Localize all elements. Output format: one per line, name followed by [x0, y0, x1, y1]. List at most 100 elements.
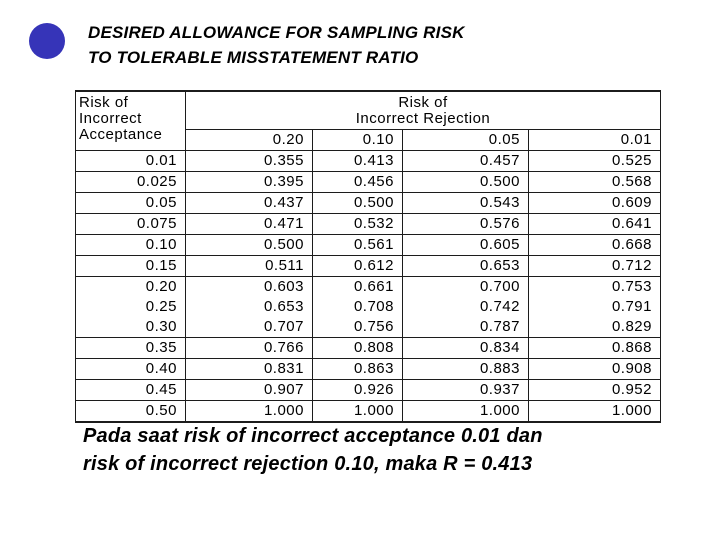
ratio-cell: 0.808	[312, 337, 403, 359]
ratio-cell: 1.000	[402, 400, 529, 423]
slide-title: DESIRED ALLOWANCE FOR SAMPLING RISK TO TO…	[88, 20, 668, 70]
acceptance-cell: 0.10	[75, 234, 186, 256]
col-header-001: 0.01	[528, 129, 661, 151]
acceptance-cell: 0.30	[75, 317, 186, 338]
group-header-row: Risk of Incorrect Acceptance Risk of Incorr…	[75, 91, 661, 151]
ratio-cell: 0.653	[402, 255, 529, 277]
table-body: 0.01 0.355 0.413 0.457 0.525 0.025 0.395 0.456 0…	[75, 150, 661, 423]
ratio-cell: 0.831	[185, 358, 313, 380]
ratio-cell: 0.543	[402, 192, 529, 214]
ratio-cell: 0.907	[185, 379, 313, 401]
title-line-2: TO TOLERABLE MISSTATEMENT RATIO	[88, 48, 419, 67]
ratio-cell: 0.653	[185, 297, 313, 317]
ratio-cell: 0.500	[185, 234, 313, 256]
ratio-cell: 0.787	[402, 317, 529, 338]
ratio-cell: 0.829	[528, 317, 661, 338]
table-row: 0.35 0.766 0.808 0.834 0.868	[75, 337, 661, 359]
row-header-line-3: Acceptance	[79, 126, 163, 143]
ratio-cell: 0.708	[312, 297, 403, 317]
ratio-cell: 0.742	[402, 297, 529, 317]
ratio-cell: 0.612	[312, 255, 403, 277]
acceptance-cell: 0.05	[75, 192, 186, 214]
ratio-cell: 0.605	[402, 234, 529, 256]
acceptance-cell: 0.01	[75, 150, 186, 172]
ratio-cell: 0.661	[312, 276, 403, 297]
col-header-005: 0.05	[402, 129, 529, 151]
table-row: 0.50 1.000 1.000 1.000 1.000	[75, 400, 661, 423]
group-header-line-2: Incorrect Rejection	[355, 110, 491, 127]
ratio-cell: 0.937	[402, 379, 529, 401]
ratio-cell: 0.561	[312, 234, 403, 256]
ratio-cell: 0.437	[185, 192, 313, 214]
table-row: 0.30 0.707 0.756 0.787 0.829	[75, 317, 661, 338]
col-header-020: 0.20	[185, 129, 313, 151]
table-row: 0.025 0.395 0.456 0.500 0.568	[75, 171, 661, 193]
table-row: 0.10 0.500 0.561 0.605 0.668	[75, 234, 661, 256]
ratio-cell: 0.471	[185, 213, 313, 235]
ratio-cell: 0.500	[312, 192, 403, 214]
ratio-cell: 0.641	[528, 213, 661, 235]
group-header-line-1: Risk of	[398, 94, 448, 111]
acceptance-cell: 0.075	[75, 213, 186, 235]
ratio-cell: 0.791	[528, 297, 661, 317]
acceptance-cell: 0.45	[75, 379, 186, 401]
ratio-cell: 0.355	[185, 150, 313, 172]
ratio-cell: 0.908	[528, 358, 661, 380]
ratio-cell: 0.413	[312, 150, 403, 172]
table-row: 0.075 0.471 0.532 0.576 0.641	[75, 213, 661, 235]
ratio-cell: 0.712	[528, 255, 661, 277]
table-row: 0.20 0.603 0.661 0.700 0.753	[75, 276, 661, 297]
ratio-cell: 1.000	[185, 400, 313, 423]
acceptance-cell: 0.15	[75, 255, 186, 277]
ratio-cell: 0.753	[528, 276, 661, 297]
ratio-cell: 0.457	[402, 150, 529, 172]
ratio-cell: 0.926	[312, 379, 403, 401]
row-header-acceptance: Risk of Incorrect Acceptance	[75, 91, 186, 151]
ratio-cell: 0.834	[402, 337, 529, 359]
ratio-cell: 0.456	[312, 171, 403, 193]
ratio-cell: 0.863	[312, 358, 403, 380]
caption-line-2: risk of incorrect rejection 0.10, maka R…	[83, 453, 533, 475]
acceptance-cell: 0.20	[75, 276, 186, 297]
caption-line-1: Pada saat risk of incorrect acceptance 0…	[83, 425, 543, 447]
ratio-cell: 0.525	[528, 150, 661, 172]
ratio-cell: 0.500	[402, 171, 529, 193]
row-header-line-1: Risk of	[79, 94, 129, 111]
table-row: 0.25 0.653 0.708 0.742 0.791	[75, 297, 661, 317]
table-row: 0.05 0.437 0.500 0.543 0.609	[75, 192, 661, 214]
acceptance-cell: 0.50	[75, 400, 186, 423]
col-header-010: 0.10	[312, 129, 403, 151]
ratio-cell: 0.609	[528, 192, 661, 214]
ratio-cell: 0.576	[402, 213, 529, 235]
ratio-cell: 0.568	[528, 171, 661, 193]
ratio-cell: 0.668	[528, 234, 661, 256]
bullet-icon	[29, 23, 65, 59]
ratio-cell: 0.707	[185, 317, 313, 338]
ratio-cell: 1.000	[312, 400, 403, 423]
table-row: 0.15 0.511 0.612 0.653 0.712	[75, 255, 661, 277]
acceptance-cell: 0.35	[75, 337, 186, 359]
ratio-cell: 0.952	[528, 379, 661, 401]
acceptance-cell: 0.025	[75, 171, 186, 193]
ratio-cell: 1.000	[528, 400, 661, 423]
ratio-cell: 0.511	[185, 255, 313, 277]
ratio-cell: 0.756	[312, 317, 403, 338]
ratio-cell: 0.766	[185, 337, 313, 359]
acceptance-cell: 0.25	[75, 297, 186, 317]
caption-text: Pada saat risk of incorrect acceptance 0…	[83, 422, 683, 478]
acceptance-cell: 0.40	[75, 358, 186, 380]
table-row: 0.01 0.355 0.413 0.457 0.525	[75, 150, 661, 172]
col-group-header-rejection: Risk of Incorrect Rejection	[185, 91, 661, 130]
row-header-line-2: Incorrect	[79, 110, 142, 127]
ratio-cell: 0.395	[185, 171, 313, 193]
sampling-risk-ratio-table: Risk of Incorrect Acceptance Risk of Incorr…	[75, 90, 661, 423]
table-row: 0.45 0.907 0.926 0.937 0.952	[75, 379, 661, 401]
ratio-cell: 0.868	[528, 337, 661, 359]
ratio-cell: 0.603	[185, 276, 313, 297]
title-line-1: DESIRED ALLOWANCE FOR SAMPLING RISK	[88, 23, 465, 42]
table-row: 0.40 0.831 0.863 0.883 0.908	[75, 358, 661, 380]
ratio-cell: 0.883	[402, 358, 529, 380]
col-header-row: 0.20 0.10 0.05 0.01	[76, 129, 661, 151]
ratio-cell: 0.532	[312, 213, 403, 235]
